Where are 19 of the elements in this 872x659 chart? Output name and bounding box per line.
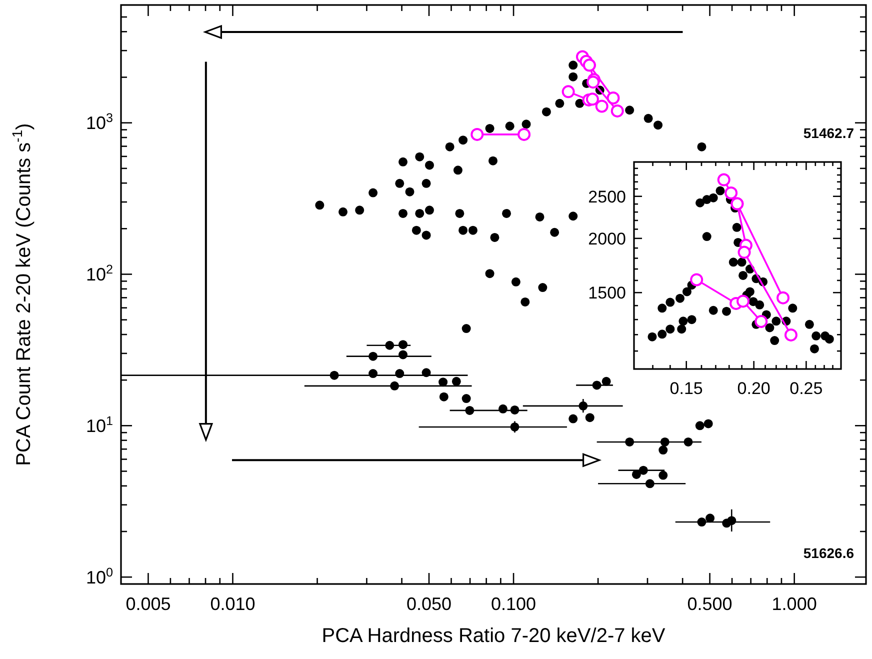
x-tick-label: 0.20: [737, 379, 770, 398]
y-tick-label: 10$^{0}$: [86, 565, 113, 588]
x-tick-label: 0.005: [126, 594, 171, 614]
x-tick-label: 1.000: [772, 594, 817, 614]
annotation: 51462.7: [803, 125, 854, 142]
y-tick-label: 2000: [588, 229, 626, 248]
annotation: 51626.6: [803, 544, 854, 561]
y-tick-label: 1500: [588, 284, 626, 303]
y-tick-label: 10$^{2}$: [86, 262, 113, 285]
x-tick-label: 0.050: [406, 594, 452, 614]
y-tick-label: 10$^{3}$: [86, 111, 113, 134]
y-tick-label: 2500: [588, 187, 626, 206]
x-axis-title: PCA Hardness Ratio 7-20 keV/2-7 keV: [322, 625, 666, 647]
x-tick-label: 0.15: [670, 379, 703, 398]
y-tick-label: 10$^{1}$: [86, 414, 113, 436]
x-tick-label: 0.100: [491, 594, 536, 614]
x-tick-label: 0.500: [687, 594, 732, 614]
x-tick-label: 0.25: [790, 379, 823, 398]
x-tick-label: 0.010: [210, 594, 256, 614]
